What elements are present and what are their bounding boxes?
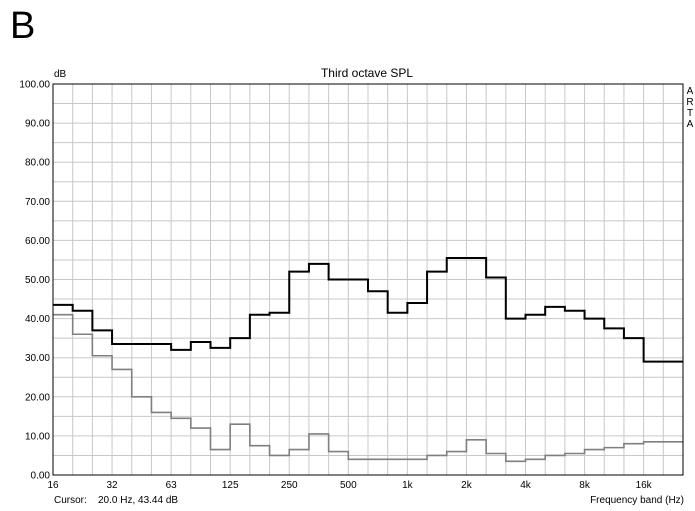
x-tick-label: 8k [579, 480, 591, 491]
y-tick-label: 50.00 [25, 275, 50, 286]
cursor-label: Cursor: [54, 495, 87, 506]
series-2-line [53, 313, 683, 463]
y-tick-label: 100.00 [19, 80, 50, 91]
y-tick-label: 20.00 [25, 392, 50, 403]
watermark-letter: A [687, 86, 694, 97]
watermark-letter: R [686, 97, 693, 108]
watermark-letter: T [687, 108, 693, 119]
x-tick-label: 500 [340, 480, 357, 491]
x-tick-label: 4k [520, 480, 532, 491]
x-tick-label: 63 [166, 480, 178, 491]
plot-frame [52, 83, 684, 476]
x-tick-label: 250 [281, 480, 298, 491]
y-tick-label: 40.00 [25, 314, 50, 325]
chart-grid [52, 83, 684, 476]
y-tick-label: 60.00 [25, 236, 50, 247]
x-tick-label: 2k [461, 480, 473, 491]
y-tick-label: 30.00 [25, 353, 50, 364]
x-tick-label: 125 [222, 480, 239, 491]
y-axis-label: dB [54, 69, 67, 80]
series-layer [53, 256, 683, 463]
y-tick-label: 0.00 [31, 471, 51, 482]
x-axis-label: Frequency band (Hz) [590, 495, 684, 506]
watermark-letter: A [687, 119, 694, 130]
y-axis-ticks: 0.00 10.00 20.00 30.00 40.00 50.00 60.00 70.00 8… [19, 80, 50, 482]
y-tick-label: 90.00 [25, 119, 50, 130]
x-axis-ticks: 16 32 63 125 250 500 1k 2k 4k 8k 16k [47, 480, 652, 491]
y-tick-label: 70.00 [25, 197, 50, 208]
y-tick-label: 10.00 [25, 431, 50, 442]
cursor-value: 20.0 Hz, 43.44 dB [98, 495, 178, 506]
x-tick-label: 16k [636, 480, 653, 491]
panel-label: B [10, 5, 36, 47]
series-1-line [53, 256, 683, 363]
x-tick-label: 32 [107, 480, 119, 491]
x-tick-label: 16 [47, 480, 59, 491]
x-tick-label: 1k [402, 480, 414, 491]
chart-title: Third octave SPL [321, 66, 413, 80]
y-tick-label: 80.00 [25, 158, 50, 169]
